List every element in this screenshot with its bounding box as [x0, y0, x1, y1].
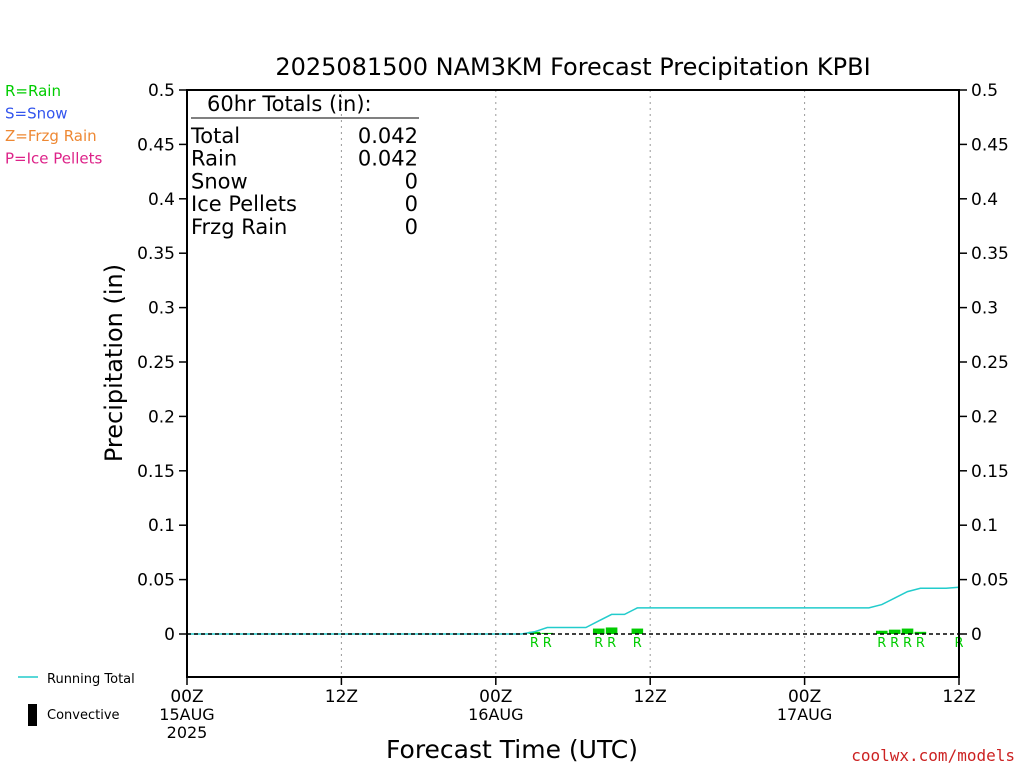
x-tick-label: 00Z — [788, 687, 821, 707]
y-axis-label: Precipitation (in) — [100, 264, 128, 462]
precip-type-label: R — [594, 636, 603, 651]
type-legend-entry: Z=Frzg Rain — [5, 127, 97, 145]
type-legend-entry: R=Rain — [5, 82, 61, 100]
y-tick-label-right: 0.5 — [971, 81, 998, 101]
y-tick-label-right: 0.05 — [971, 571, 1009, 591]
precip-type-label: R — [903, 636, 912, 651]
line-legend-label: Convective — [47, 708, 120, 723]
totals-header: 60hr Totals (in): — [207, 92, 372, 116]
y-tick-label-right: 0.4 — [971, 190, 998, 210]
x-tick-label: 12Z — [634, 687, 667, 707]
y-tick-label-left: 0.1 — [148, 516, 175, 536]
totals-row-label: Total — [190, 124, 240, 148]
x-tick-date: 17AUG — [777, 705, 832, 724]
plot-frame — [186, 89, 960, 678]
y-tick-label-right: 0.1 — [971, 516, 998, 536]
totals-box: 60hr Totals (in): Total 0.042 Rain 0.042 Sno… — [190, 92, 419, 239]
totals-row-value: 0 — [405, 215, 418, 239]
y-tick-label-left: 0 — [164, 625, 175, 645]
chart-title: 2025081500 NAM3KM Forecast Precipitation… — [275, 53, 870, 81]
x-tick-label: 00Z — [479, 687, 512, 707]
y-tick-label-right: 0.25 — [971, 353, 1009, 373]
y-tick-label-left: 0.15 — [137, 462, 175, 482]
precip-bar — [605, 627, 618, 634]
x-tick-year: 2025 — [167, 723, 208, 742]
y-tick-label-left: 0.5 — [148, 81, 175, 101]
y-tick-label-left: 0.35 — [137, 244, 175, 264]
x-tick-label: 12Z — [325, 687, 358, 707]
precip-type-label: R — [877, 636, 886, 651]
y-axis-right: 0 0.05 0.1 0.15 0.2 0.25 0.3 0.35 0.4 0.45 0.5 — [959, 81, 1009, 645]
legend-bar-swatch — [28, 704, 37, 726]
y-tick-label-right: 0.35 — [971, 244, 1009, 264]
precip-type-label: R — [916, 636, 925, 651]
y-tick-label-left: 0.45 — [137, 135, 175, 155]
precip-bar — [901, 628, 914, 634]
precip-bar — [631, 628, 644, 634]
precip-type-legend: R=Rain S=Snow Z=Frzg Rain P=Ice Pellets — [5, 82, 102, 168]
precip-bars — [528, 627, 927, 634]
totals-row-value: 0.042 — [358, 147, 418, 171]
y-tick-label-right: 0 — [971, 625, 982, 645]
precip-bar — [914, 631, 927, 634]
precip-bar — [528, 631, 541, 634]
grid-lines — [340, 90, 806, 677]
running-total-line — [187, 586, 960, 635]
totals-row-value: 0 — [405, 192, 418, 216]
line-legend: Running Total Convective — [18, 672, 135, 726]
y-tick-label-left: 0.25 — [137, 353, 175, 373]
totals-row-label: Frzg Rain — [191, 215, 287, 239]
precip-bar — [876, 630, 888, 634]
totals-row-label: Ice Pellets — [191, 192, 297, 216]
credit-text: coolwx.com/models — [851, 746, 1015, 765]
precip-bar — [888, 629, 901, 634]
totals-row-value: 0.042 — [358, 124, 418, 148]
x-tick-label: 00Z — [170, 687, 203, 707]
x-tick-label: 12Z — [942, 687, 975, 707]
y-tick-label-right: 0.3 — [971, 299, 998, 319]
y-tick-label-right: 0.15 — [971, 462, 1009, 482]
precip-bar — [592, 628, 605, 634]
x-axis-label: Forecast Time (UTC) — [386, 735, 638, 764]
precip-type-label: R — [607, 636, 616, 651]
x-tick-date: 15AUG — [159, 705, 214, 724]
precip-type-label: R — [890, 636, 899, 651]
y-tick-label-left: 0.2 — [148, 407, 175, 427]
precip-type-label: R — [543, 636, 552, 651]
totals-row-label: Snow — [191, 169, 248, 193]
y-tick-label-left: 0.3 — [148, 299, 175, 319]
y-tick-label-right: 0.2 — [971, 407, 998, 427]
totals-row-value: 0 — [405, 169, 418, 193]
y-tick-label-left: 0.05 — [137, 571, 175, 591]
y-tick-label-right: 0.45 — [971, 135, 1009, 155]
line-legend-label: Running Total — [47, 672, 135, 687]
y-axis-left: 0 0.05 0.1 0.15 0.2 0.25 0.3 0.35 0.4 0.45 0.5 — [137, 81, 187, 645]
y-tick-label-left: 0.4 — [148, 190, 175, 210]
x-tick-date: 16AUG — [468, 705, 523, 724]
precip-type-label: R — [633, 636, 642, 651]
type-legend-entry: P=Ice Pellets — [5, 150, 102, 168]
precip-type-label: R — [530, 636, 539, 651]
type-legend-entry: S=Snow — [5, 105, 68, 123]
totals-row-label: Rain — [191, 147, 237, 171]
